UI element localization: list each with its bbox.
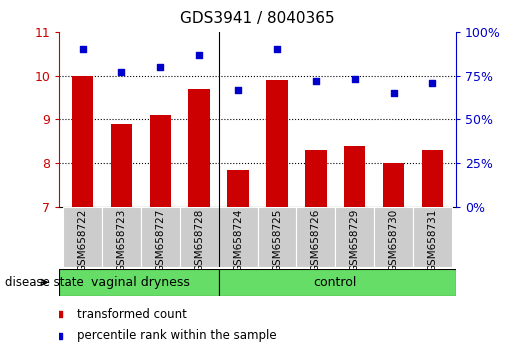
Bar bbox=[266, 80, 288, 207]
Text: GSM658727: GSM658727 bbox=[156, 209, 165, 272]
Bar bbox=[219, 269, 456, 296]
Point bbox=[312, 78, 320, 84]
Text: transformed count: transformed count bbox=[77, 308, 187, 321]
Bar bbox=[141, 207, 180, 267]
Bar bbox=[180, 207, 219, 267]
Point bbox=[234, 87, 242, 92]
Text: control: control bbox=[314, 276, 357, 289]
Point bbox=[389, 90, 398, 96]
Text: disease state: disease state bbox=[5, 276, 84, 289]
Point bbox=[117, 69, 126, 75]
Text: vaginal dryness: vaginal dryness bbox=[92, 276, 191, 289]
Text: GSM658730: GSM658730 bbox=[389, 209, 399, 272]
Point bbox=[156, 64, 164, 70]
Bar bbox=[72, 76, 93, 207]
Bar bbox=[374, 207, 413, 267]
Text: GSM658722: GSM658722 bbox=[78, 209, 88, 272]
Bar bbox=[258, 207, 296, 267]
Bar bbox=[335, 207, 374, 267]
Bar bbox=[305, 150, 327, 207]
Bar bbox=[296, 207, 335, 267]
Bar bbox=[227, 170, 249, 207]
Text: GSM658729: GSM658729 bbox=[350, 209, 359, 272]
Bar bbox=[413, 207, 452, 267]
Point bbox=[253, 56, 262, 61]
Point bbox=[273, 47, 281, 52]
Bar bbox=[102, 207, 141, 267]
Point bbox=[253, 250, 262, 256]
Bar bbox=[63, 207, 102, 267]
Text: percentile rank within the sample: percentile rank within the sample bbox=[77, 329, 277, 342]
Bar bbox=[150, 115, 171, 207]
Text: GSM658724: GSM658724 bbox=[233, 209, 243, 272]
Bar bbox=[219, 207, 258, 267]
Text: GSM658726: GSM658726 bbox=[311, 209, 321, 272]
Point bbox=[428, 80, 437, 86]
Bar bbox=[344, 146, 365, 207]
Point bbox=[351, 76, 359, 82]
Text: GSM658728: GSM658728 bbox=[194, 209, 204, 272]
Text: GDS3941 / 8040365: GDS3941 / 8040365 bbox=[180, 11, 335, 25]
Bar bbox=[188, 89, 210, 207]
Point bbox=[195, 52, 203, 57]
Text: GSM658723: GSM658723 bbox=[116, 209, 126, 272]
Bar bbox=[422, 150, 443, 207]
Bar bbox=[59, 269, 219, 296]
Text: GSM658731: GSM658731 bbox=[427, 209, 437, 272]
Point bbox=[78, 47, 87, 52]
Text: GSM658725: GSM658725 bbox=[272, 209, 282, 272]
Bar bbox=[111, 124, 132, 207]
Bar bbox=[383, 163, 404, 207]
